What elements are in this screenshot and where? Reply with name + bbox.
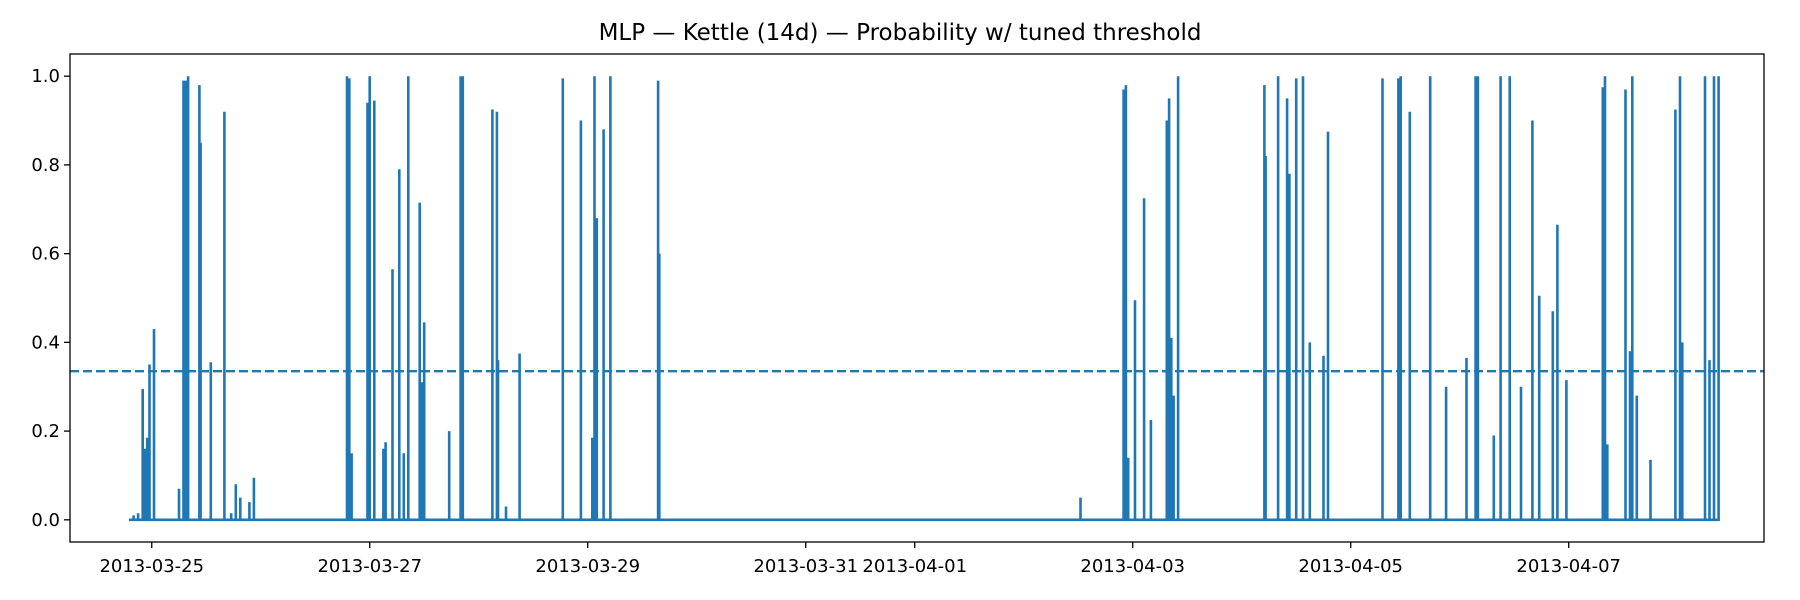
y-tick-label: 0.0 [31, 510, 60, 531]
y-tick-label: 0.6 [31, 244, 60, 265]
y-tick-label: 1.0 [31, 66, 60, 87]
x-tick-label: 2013-03-29 [535, 556, 640, 577]
x-tick-label: 2013-04-07 [1516, 556, 1621, 577]
x-tick-label: 2013-03-31 [753, 556, 858, 577]
plot-area [129, 76, 1720, 522]
x-tick-label: 2013-03-27 [317, 556, 422, 577]
x-tick-label: 2013-04-03 [1080, 556, 1185, 577]
plot-frame [69, 53, 1765, 543]
series-line [129, 76, 1720, 522]
axes: 0.0 0.2 0.4 0.6 0.8 1.0 2013-03-25 2013-03-27 20… [31, 53, 1765, 577]
chart-title: MLP — Kettle (14d) — Probability w/ tune… [599, 20, 1202, 46]
y-tick-label: 0.2 [31, 421, 60, 442]
y-tick-label: 0.8 [31, 155, 60, 176]
x-tick-label: 2013-04-05 [1298, 556, 1403, 577]
x-tick-label: 2013-03-25 [99, 556, 204, 577]
x-tick-label: 2013-04-01 [862, 556, 967, 577]
y-tick-label: 0.4 [31, 332, 60, 353]
